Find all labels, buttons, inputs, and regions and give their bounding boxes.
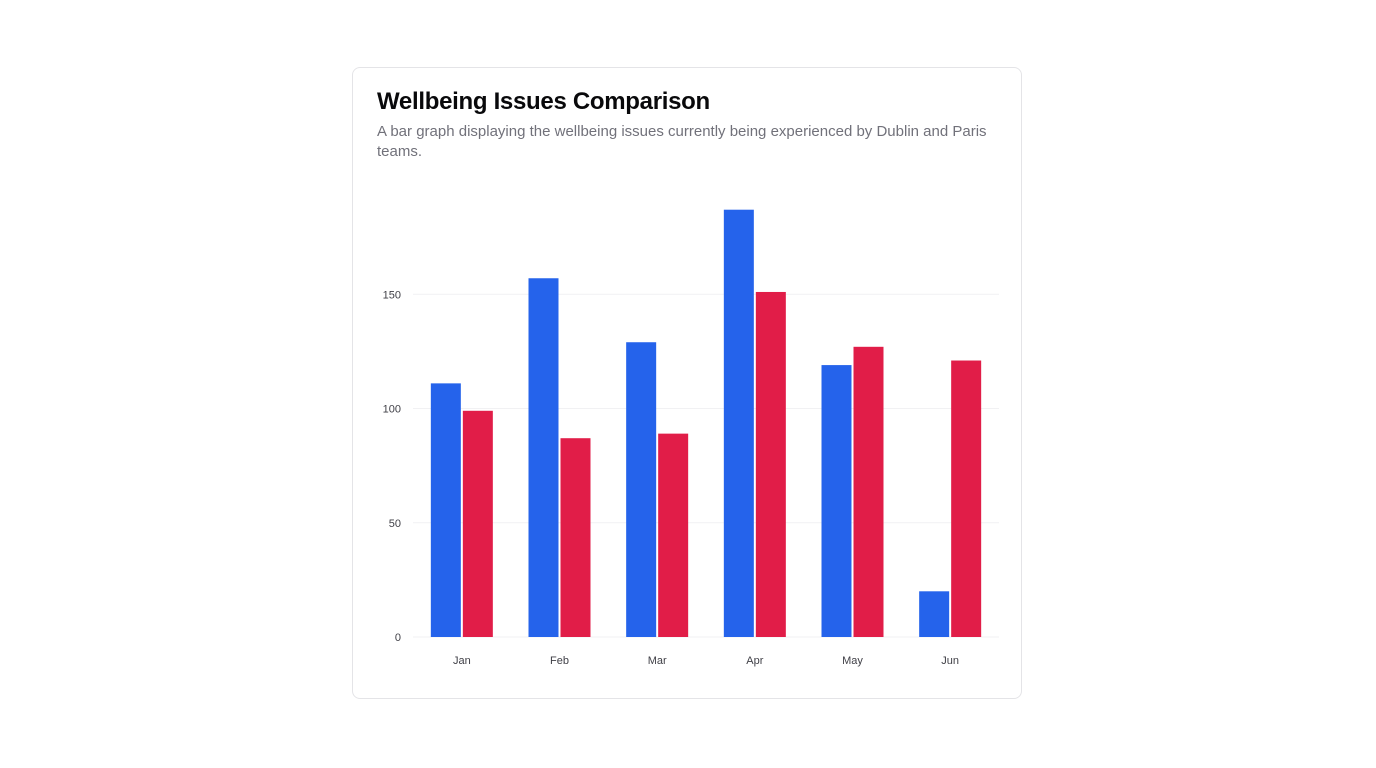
x-tick-label: Jan (453, 655, 471, 667)
chart-card: Wellbeing Issues Comparison A bar graph … (352, 67, 1022, 699)
x-tick-label: May (842, 655, 863, 667)
x-tick-label: Jun (941, 655, 959, 667)
bar-series-1 (723, 209, 754, 637)
chart-title: Wellbeing Issues Comparison (377, 88, 710, 115)
bar-series-2 (658, 433, 689, 637)
y-tick-label: 50 (389, 518, 401, 530)
x-tick-label: Mar (648, 655, 667, 667)
bar-series-1 (821, 365, 852, 637)
y-tick-label: 100 (383, 404, 401, 416)
bar-series-1 (919, 591, 950, 637)
bar-series-2 (560, 438, 591, 637)
bar-series-1 (626, 342, 657, 637)
bar-chart: 0 50 100 150 Jan Feb Mar Apr May Jun (383, 209, 999, 667)
y-tick-label: 150 (383, 289, 401, 301)
bar-series-1 (528, 278, 559, 637)
x-tick-label: Apr (746, 655, 763, 667)
x-tick-label: Feb (550, 655, 569, 667)
bar-series-2 (853, 346, 884, 637)
bar-series-2 (462, 410, 493, 637)
bar-series-1 (430, 383, 461, 637)
bar-series-2 (951, 360, 982, 637)
y-tick-label: 0 (395, 632, 401, 644)
chart-subtitle: A bar graph displaying the wellbeing iss… (377, 123, 987, 160)
bar-series-2 (755, 291, 786, 637)
